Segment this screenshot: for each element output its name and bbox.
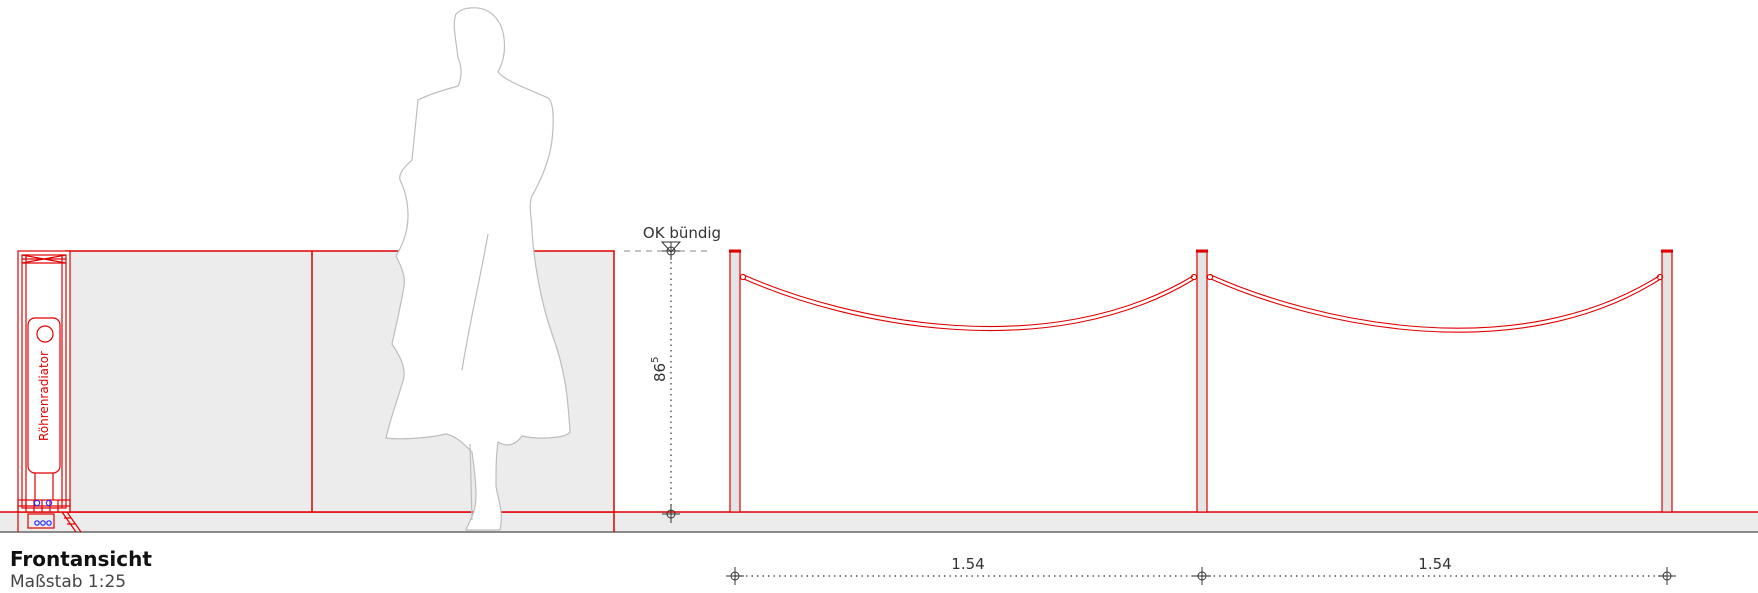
railing-post-2 (1196, 251, 1208, 512)
view-caption: Frontansicht Maßstab 1:25 (10, 547, 152, 593)
rope-2 (1207, 274, 1662, 332)
dim-tick-1 (726, 567, 744, 585)
span-dimension (726, 567, 1676, 585)
floor (0, 512, 1758, 532)
svg-text:865: 865 (650, 357, 669, 382)
dim-tick-3 (1658, 567, 1676, 585)
height-sup: 5 (650, 357, 661, 363)
rope-1 (740, 274, 1196, 330)
height-value: 865 (650, 357, 669, 382)
top-edge-label: OK bündig (643, 224, 721, 242)
railing-post-1 (729, 251, 741, 512)
view-title: Frontansicht (10, 547, 152, 571)
height-main: 86 (651, 363, 669, 382)
span-label-2: 1.54 (1418, 555, 1451, 573)
span-label-1: 1.54 (951, 555, 984, 573)
dim-tick-2 (1193, 567, 1211, 585)
view-scale: Maßstab 1:25 (10, 571, 152, 593)
radiator-label: Röhrenradiator (37, 351, 51, 441)
railing-post-3 (1661, 251, 1673, 512)
